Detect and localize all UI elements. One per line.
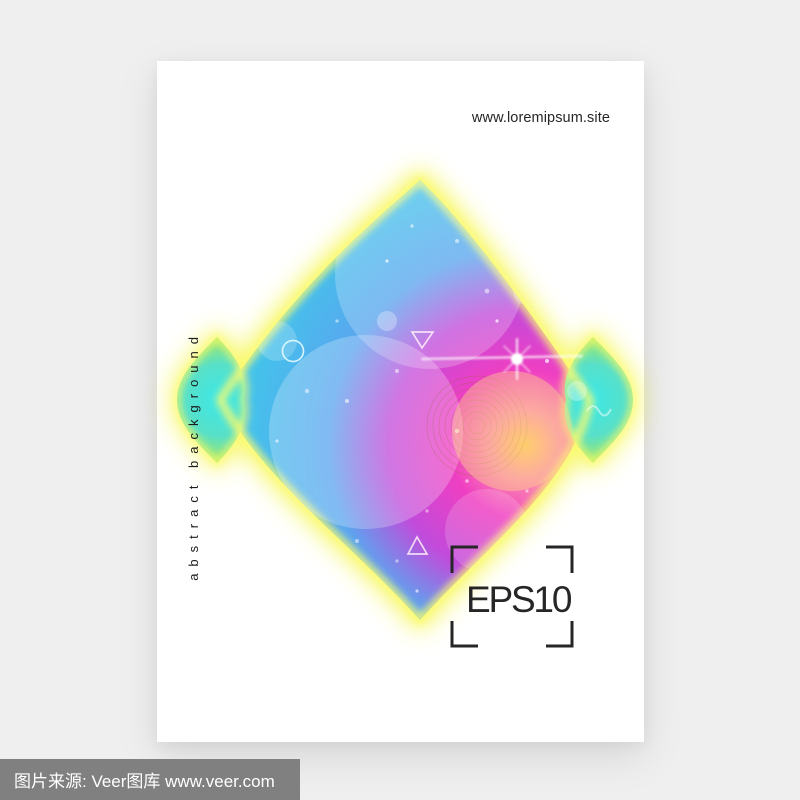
svg-text:EPS10: EPS10 [466,579,572,620]
